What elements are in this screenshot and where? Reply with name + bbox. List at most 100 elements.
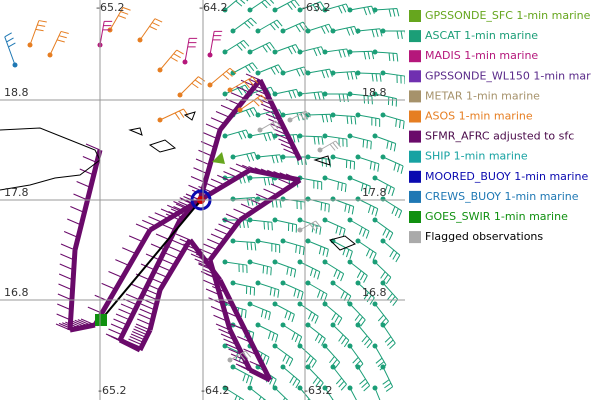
sfmr-barb <box>164 252 179 260</box>
sfmr-barb <box>115 259 130 267</box>
legend-label: METAR 1-min marine <box>425 89 540 102</box>
obs-dot <box>280 196 286 202</box>
wind-barb <box>257 240 281 253</box>
wind-barb <box>299 261 321 280</box>
obs-dot <box>47 52 53 58</box>
obs-dot <box>305 196 311 202</box>
wind-barb <box>159 49 184 71</box>
obs-dot <box>322 385 328 391</box>
sfmr-track <box>277 118 303 162</box>
wind-barb <box>299 220 322 231</box>
sfmr-barb <box>137 318 152 326</box>
obs-dot <box>372 49 378 55</box>
obs-dot <box>272 259 278 265</box>
sfmr-track <box>147 289 163 331</box>
obs-dot <box>230 238 236 244</box>
obs-dot <box>297 133 303 139</box>
observations-layer <box>4 0 407 404</box>
obs-dot <box>305 70 311 76</box>
obs-dot <box>247 217 253 223</box>
wind-barb <box>349 177 371 195</box>
sfmr-barb <box>120 303 136 311</box>
obs-dot <box>372 343 378 349</box>
obs-dot <box>247 175 253 181</box>
obs-dot <box>380 28 386 34</box>
obs-dot <box>177 92 183 98</box>
obs-dot <box>317 147 323 153</box>
legend-swatch <box>409 130 421 143</box>
sfmr-barb <box>55 323 71 331</box>
wind-barb <box>257 64 284 75</box>
sfmr-barb <box>160 258 176 266</box>
wind-barb <box>374 135 397 152</box>
wind-barb <box>357 282 375 305</box>
sfmr-barb <box>150 243 166 251</box>
wind-barb <box>332 324 350 348</box>
wind-barb <box>349 135 372 150</box>
sfmr-barb <box>70 206 85 213</box>
obs-dot <box>255 280 261 286</box>
obs-dot <box>255 154 261 160</box>
wind-barb <box>324 177 347 193</box>
obs-dot <box>347 259 353 265</box>
obs-dot <box>347 343 353 349</box>
wind-barb <box>249 0 275 11</box>
wind-barb <box>374 93 398 107</box>
sfmr-track <box>69 322 96 333</box>
sfmr-barb <box>129 336 144 343</box>
legend-background <box>405 0 600 400</box>
sfmr-track <box>217 278 273 382</box>
wind-barb <box>324 135 348 148</box>
wind-barb <box>332 198 355 215</box>
wind-barb <box>224 129 251 140</box>
sfmr-track <box>117 298 143 342</box>
wind-barb <box>249 303 271 321</box>
sfmr-track <box>178 198 202 222</box>
sfmr-barb <box>105 333 121 341</box>
sfmr-barb <box>265 113 281 121</box>
graticule: -65.2 -64.2 -63.2 -65.2 -64.2 -63.2 18.8 17.8 16… <box>0 0 405 400</box>
wind-barb <box>299 46 326 57</box>
obs-dot <box>280 112 286 118</box>
wind-barb <box>232 240 257 251</box>
wind-barb <box>319 140 342 151</box>
obs-dot <box>255 196 261 202</box>
sfmr-barb <box>235 163 251 171</box>
wind-barb <box>249 176 275 186</box>
wind-barb <box>324 219 346 237</box>
legend-label: GOES_SWIR 1-min marine <box>425 210 568 223</box>
sfmr-barb <box>203 132 218 140</box>
obs-dot <box>255 112 261 118</box>
obs-dot <box>272 49 278 55</box>
obs-dot <box>227 357 233 363</box>
obs-dot <box>372 7 378 13</box>
obs-dot <box>372 91 378 97</box>
sfmr-barb <box>82 156 98 163</box>
obs-dot <box>347 91 353 97</box>
obs-dot <box>372 133 378 139</box>
wind-barb <box>349 261 368 283</box>
wind-barb <box>229 350 252 361</box>
sfmr-barb <box>140 263 156 271</box>
wind-barb <box>299 135 324 145</box>
wind-barb <box>282 324 303 345</box>
obs-dot <box>297 385 303 391</box>
sfmr-barb <box>132 331 147 338</box>
legend-label: SFMR_AFRC adjusted to sfc <box>425 130 574 143</box>
obs-dot <box>297 301 303 307</box>
wind-barb <box>357 366 371 392</box>
legend-swatch <box>409 231 421 244</box>
obs-dot <box>247 49 253 55</box>
wind-barb <box>357 28 383 38</box>
obs-dot <box>372 385 378 391</box>
wind-barb <box>225 219 249 228</box>
legend-label: GPSSONDE_WL150 1-min mar <box>425 69 591 82</box>
wind-barb <box>357 240 377 261</box>
obs-dot <box>305 28 311 34</box>
wind-barb <box>332 156 356 170</box>
coordinate-label: -63.2 <box>304 384 332 397</box>
obs-dot <box>227 87 233 93</box>
legend-swatch <box>409 110 421 123</box>
obs-dot <box>372 301 378 307</box>
legend-swatch <box>409 70 421 83</box>
